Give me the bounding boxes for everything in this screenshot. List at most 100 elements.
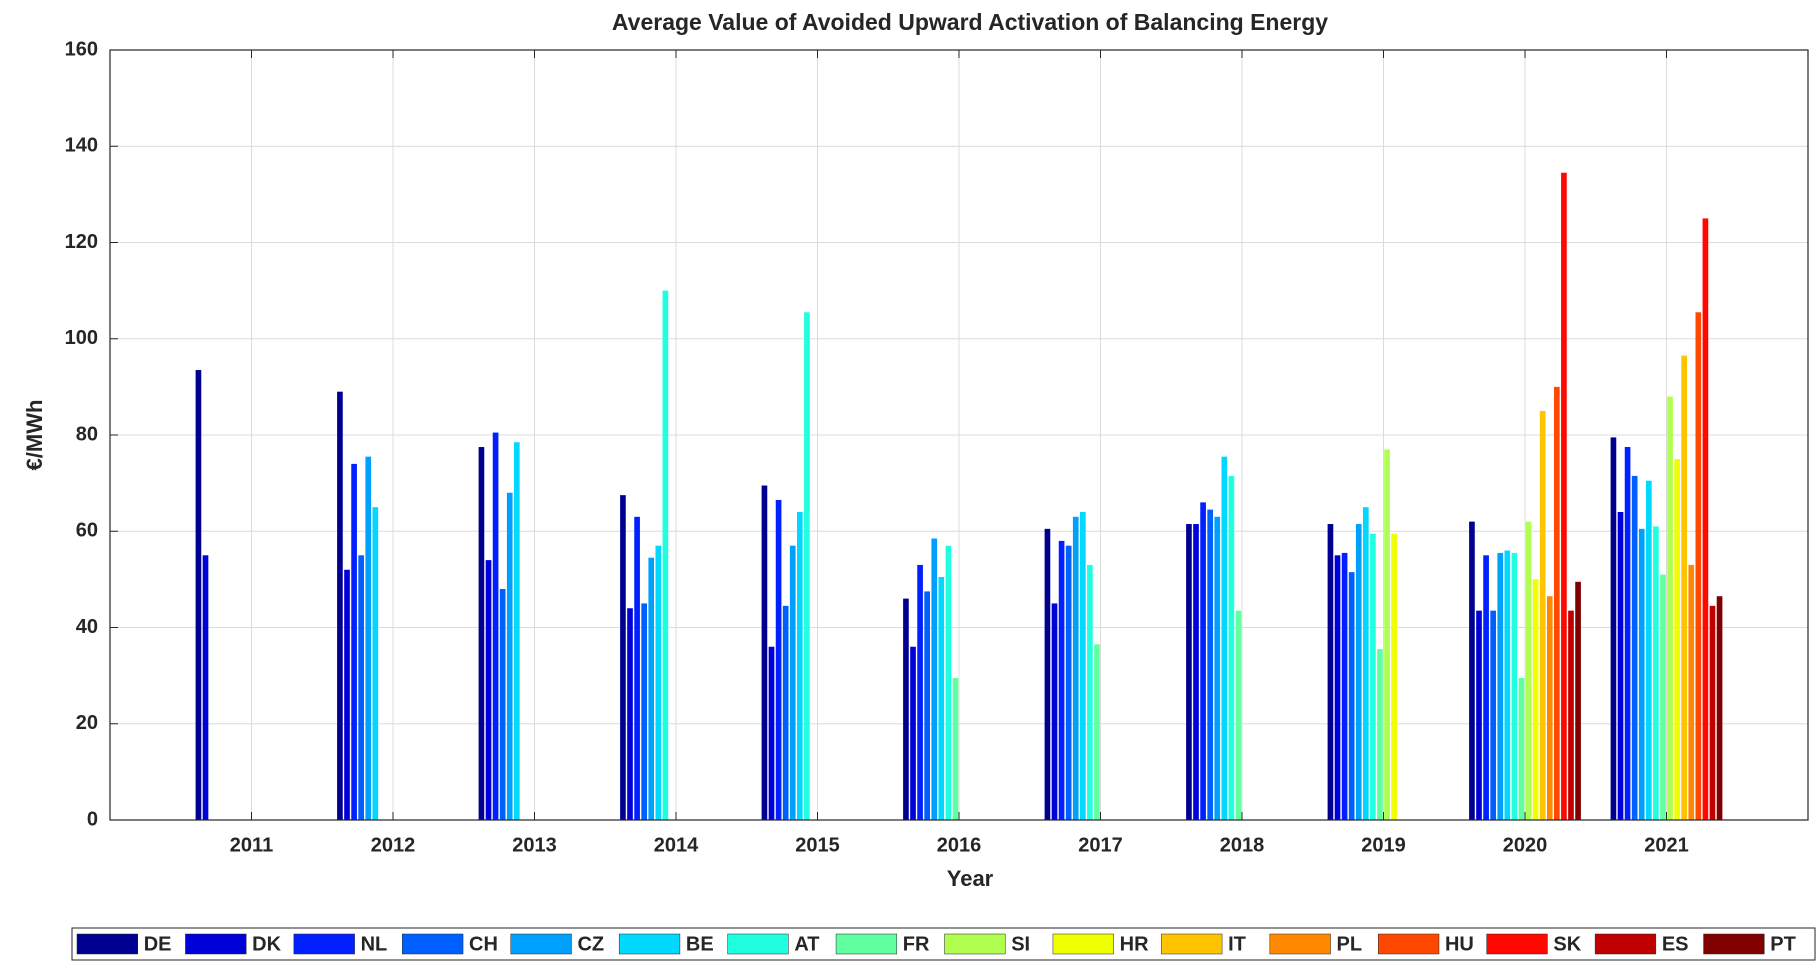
legend-swatch (185, 933, 247, 955)
legend-swatch (1703, 933, 1765, 955)
bar (1554, 386, 1560, 820)
legend-label: ES (1662, 933, 1689, 955)
bar (1072, 516, 1079, 820)
legend-swatch (1052, 933, 1114, 955)
bar (796, 512, 803, 820)
bar (337, 391, 343, 820)
bar (358, 555, 364, 820)
bar (1568, 610, 1574, 820)
bar (931, 538, 938, 820)
x-axis-label: Year (947, 866, 994, 891)
legend-label: HU (1445, 933, 1474, 955)
bar (1653, 526, 1659, 820)
bar (662, 290, 669, 820)
y-axis-label: €/MWh (22, 400, 47, 471)
bar (634, 516, 640, 820)
bar (1355, 524, 1362, 820)
bar (1065, 545, 1072, 820)
plot-frame (109, 49, 1809, 821)
legend-label: CH (469, 933, 498, 955)
legend-swatch (1161, 933, 1223, 955)
bar (655, 545, 662, 820)
bar (1518, 678, 1525, 820)
bar (1702, 218, 1709, 820)
bar (195, 370, 202, 820)
bar (372, 507, 379, 820)
legend-swatch (1486, 933, 1548, 955)
bar (1186, 524, 1192, 820)
bar (1667, 396, 1673, 820)
bar (1688, 564, 1695, 820)
bar (1695, 312, 1702, 820)
legend-swatch (835, 933, 898, 955)
chart-title: Average Value of Avoided Upward Activati… (612, 9, 1328, 35)
bar (1207, 509, 1213, 820)
legend-label: FR (903, 933, 930, 955)
bar (1539, 410, 1546, 820)
legend-swatch (76, 933, 138, 955)
bar (1362, 507, 1369, 820)
bar (1391, 533, 1397, 820)
bar (202, 555, 209, 820)
bar (789, 545, 796, 820)
bar (761, 485, 768, 820)
x-tick-label: 2012 (371, 834, 416, 856)
bar (1334, 555, 1341, 820)
bar (952, 678, 959, 820)
bar (1709, 605, 1716, 820)
bar (1193, 524, 1199, 820)
bar (1525, 521, 1532, 820)
x-tick-label: 2013 (512, 834, 557, 856)
x-tick-label: 2020 (1503, 834, 1548, 856)
bar (1348, 572, 1355, 820)
bar (1087, 564, 1093, 820)
legend-swatch (1269, 933, 1331, 955)
legend-label: AT (794, 933, 819, 955)
bar (1377, 649, 1383, 820)
bar (1681, 355, 1688, 820)
bar (775, 499, 782, 820)
bar (1532, 579, 1539, 820)
bar (485, 560, 492, 820)
bar (1575, 581, 1581, 820)
y-tick-label: 160 (65, 38, 98, 60)
bar (1327, 524, 1334, 820)
x-tick-label: 2015 (795, 834, 840, 856)
bar (1341, 552, 1348, 820)
bar (903, 598, 909, 820)
bar (344, 569, 350, 820)
legend-label: SK (1553, 933, 1581, 955)
bar (1094, 644, 1100, 820)
legend-label: CZ (577, 933, 604, 955)
x-tick-label: 2021 (1644, 834, 1689, 856)
x-tick-label: 2018 (1220, 834, 1265, 856)
x-tick-label: 2014 (654, 834, 699, 856)
legend-label: IT (1228, 933, 1246, 955)
bar (351, 463, 357, 820)
y-tick-label: 80 (76, 423, 98, 445)
x-tick-label: 2019 (1361, 834, 1406, 856)
y-tick-label: 20 (76, 712, 98, 734)
bar (1638, 528, 1645, 820)
legend-swatch (293, 933, 355, 955)
bar (1497, 552, 1504, 820)
bar (1221, 456, 1228, 820)
legend-label: DK (252, 933, 281, 955)
legend-label: DE (144, 933, 172, 955)
x-tick-label: 2016 (937, 834, 982, 856)
legend-swatch (1378, 933, 1440, 955)
bar (627, 608, 633, 820)
bar (910, 646, 916, 820)
bar (365, 456, 372, 820)
bar (513, 442, 520, 820)
bar (1044, 528, 1051, 820)
bar (620, 495, 626, 820)
bar (924, 591, 930, 820)
bar (1476, 610, 1482, 820)
bar (506, 492, 513, 820)
bar (917, 564, 923, 820)
bar (1716, 596, 1723, 820)
bar (641, 603, 647, 820)
bar (478, 447, 485, 820)
